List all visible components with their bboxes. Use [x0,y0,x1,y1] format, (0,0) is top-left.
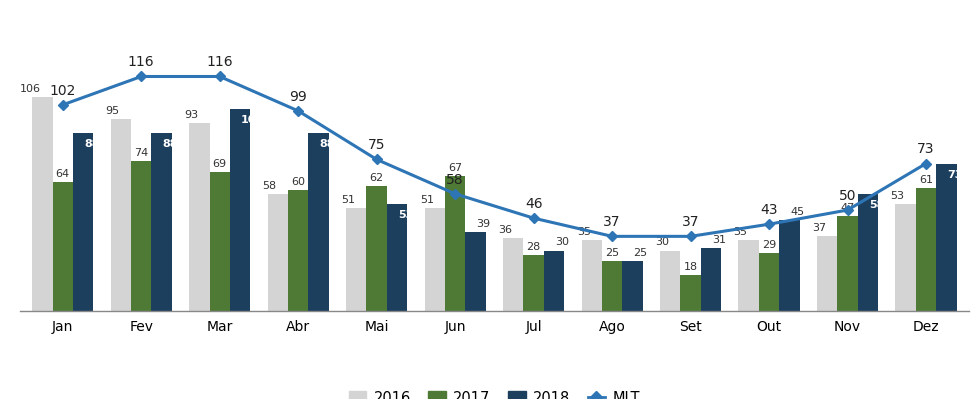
Bar [857,194,877,311]
Bar [935,164,956,311]
Text: 75: 75 [368,138,385,152]
Text: 58: 58 [446,173,464,187]
Text: 36: 36 [498,225,511,235]
Text: 116: 116 [128,55,155,69]
Bar [622,261,643,311]
Bar [601,261,622,311]
Text: 37: 37 [602,215,620,229]
Bar [778,220,799,311]
Text: 74: 74 [134,148,149,158]
Bar [32,97,53,311]
Legend: 2016, 2017, 2018, MLT: 2016, 2017, 2018, MLT [342,385,645,399]
Text: 47: 47 [839,203,854,213]
Text: 39: 39 [476,219,490,229]
Text: 106: 106 [21,84,41,94]
Bar [503,238,523,311]
Text: 73: 73 [916,142,934,156]
Bar [111,119,131,311]
Text: 100: 100 [241,115,264,125]
Bar [465,232,485,311]
Bar [700,249,721,311]
Text: 93: 93 [184,110,199,120]
Bar [189,123,209,311]
Bar [816,236,836,311]
Bar [444,176,465,311]
Text: 88: 88 [84,139,100,149]
Bar [836,216,857,311]
Bar [758,253,778,311]
Text: 37: 37 [811,223,825,233]
Text: 51: 51 [341,195,355,205]
Bar [914,188,935,311]
Text: 51: 51 [420,195,433,205]
Text: 28: 28 [526,241,540,251]
Bar [581,240,601,311]
Bar [230,109,250,311]
Text: 25: 25 [633,248,647,258]
Bar [523,255,544,311]
Text: 58: 58 [262,181,277,191]
Text: 29: 29 [761,239,776,249]
Text: 43: 43 [760,203,778,217]
Bar [424,208,444,311]
Text: 67: 67 [448,163,462,173]
Bar [209,172,230,311]
Bar [366,186,386,311]
Text: 30: 30 [555,237,568,247]
Bar [53,182,73,311]
Bar [386,204,407,311]
Text: 88: 88 [162,139,178,149]
Bar [895,204,914,311]
Text: 25: 25 [604,248,618,258]
Text: 69: 69 [212,158,227,168]
Text: 37: 37 [681,215,698,229]
Bar [267,194,288,311]
Text: 99: 99 [289,90,307,104]
Text: 53: 53 [398,210,413,220]
Text: 46: 46 [524,197,542,211]
Bar [73,133,93,311]
Bar [659,251,680,311]
Text: 35: 35 [733,227,747,237]
Bar [308,133,329,311]
Text: 95: 95 [106,106,119,116]
Text: 88: 88 [319,139,334,149]
Text: 58: 58 [868,200,883,210]
Bar [131,162,152,311]
Text: 61: 61 [918,175,932,185]
Text: 116: 116 [206,55,233,69]
Bar [152,133,172,311]
Text: 45: 45 [789,207,804,217]
Bar [544,251,563,311]
Text: 31: 31 [711,235,726,245]
Text: 50: 50 [838,189,856,203]
Text: 18: 18 [683,262,697,272]
Text: 30: 30 [654,237,669,247]
Text: 64: 64 [56,169,69,179]
Text: 102: 102 [50,84,76,98]
Bar [345,208,366,311]
Text: 73: 73 [947,170,961,180]
Bar [288,190,308,311]
Text: 35: 35 [576,227,590,237]
Text: 53: 53 [890,191,904,201]
Text: 60: 60 [290,177,305,187]
Bar [737,240,758,311]
Text: 62: 62 [370,173,383,183]
Bar [680,275,700,311]
